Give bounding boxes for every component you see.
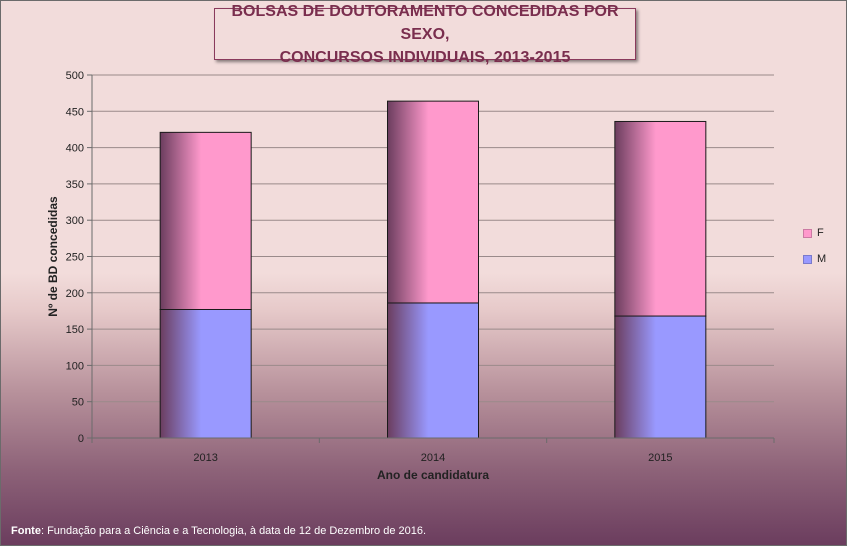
legend-item-m: M	[803, 251, 826, 267]
y-tick-label-0: 0	[78, 433, 84, 445]
bar-m-2015	[614, 315, 707, 439]
x-tick-label-2014: 2014	[421, 452, 445, 464]
x-axis-title: Ano de candidatura	[377, 468, 489, 482]
bar-f-2015	[614, 120, 707, 317]
y-tick-label-1: 50	[72, 397, 84, 409]
legend-item-f: F	[803, 225, 826, 241]
y-tick-label-5: 250	[66, 252, 84, 264]
legend-swatch-f	[803, 228, 812, 238]
legend-label-f: F	[817, 227, 824, 239]
y-tick-label-7: 350	[66, 179, 84, 191]
y-tick-label-3: 150	[66, 324, 84, 336]
chart-title-line-2: CONCURSOS INDIVIDUAIS, 2013-2015	[279, 48, 571, 66]
x-tick-label-2015: 2015	[648, 452, 672, 464]
bar-f-2014	[387, 100, 479, 304]
y-tick-label-10: 500	[66, 70, 84, 82]
source-text: : Fundação para a Ciência e a Tecnologia…	[40, 525, 427, 537]
y-tick-label-2: 100	[66, 360, 84, 372]
y-axis-title: Nº de BD concedidas	[46, 196, 60, 317]
legend-label-m: M	[817, 253, 827, 265]
legend: F M	[803, 225, 826, 277]
bar-f-2013	[159, 131, 252, 310]
y-tick-label-4: 200	[66, 288, 84, 300]
bar-m-2014	[387, 302, 479, 439]
x-tick-label-2013: 2013	[193, 452, 217, 464]
source-footer: Fonte: Fundação para a Ciência e a Tecno…	[11, 525, 426, 537]
chart-title: BOLSAS DE DOUTORAMENTO CONCEDIDAS POR SE…	[214, 3, 636, 66]
y-tick-label-9: 450	[66, 106, 84, 118]
y-tick-label-8: 400	[66, 143, 84, 155]
source-label: Fonte	[11, 525, 41, 537]
chart-title-line-1: BOLSAS DE DOUTORAMENTO CONCEDIDAS POR SE…	[231, 2, 619, 43]
legend-swatch-m	[803, 254, 812, 264]
y-tick-label-6: 300	[66, 215, 84, 227]
bar-m-2013	[159, 308, 252, 439]
